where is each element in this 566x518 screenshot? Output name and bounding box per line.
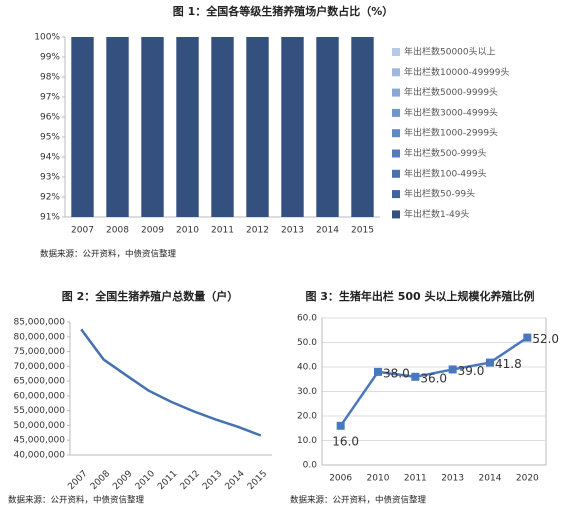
- chart-title: 图 1：全国各等级生猪养殖场户数占比（%）: [173, 4, 394, 18]
- y-tick-label: 92%: [40, 193, 60, 203]
- y-tick-label: 65,000,000: [13, 377, 65, 387]
- chart-title: 图 2：全国生猪养殖户总数量（户）: [62, 289, 238, 303]
- bar-segment: [211, 37, 234, 217]
- bar-segment: [106, 37, 129, 217]
- x-tick-label: 2013: [441, 474, 464, 484]
- x-tick-label: 2010: [176, 226, 199, 236]
- y-tick-label: 93%: [40, 173, 60, 183]
- x-tick-label: 2014: [224, 469, 247, 492]
- x-tick-label: 2020: [516, 474, 539, 484]
- y-tick-label: 30.0: [297, 387, 317, 397]
- x-tick-label: 2009: [141, 226, 164, 236]
- legend-label: 年出栏数5000-9999头: [404, 86, 498, 98]
- x-tick-label: 2007: [71, 226, 94, 236]
- bar-segment: [316, 37, 339, 217]
- bar-segment: [141, 37, 164, 217]
- y-tick-label: 94%: [40, 153, 60, 163]
- bar-segment: [281, 37, 304, 217]
- legend-swatch: [392, 88, 400, 97]
- y-tick-label: 45,000,000: [13, 436, 65, 446]
- legend-label: 年出栏数500-999头: [404, 147, 487, 159]
- y-tick-label: 98%: [40, 73, 60, 83]
- legend-swatch: [392, 210, 400, 219]
- y-tick-label: 40,000,000: [13, 451, 65, 461]
- x-tick-label: 2010: [134, 469, 157, 492]
- data-label: 41.8: [495, 357, 522, 371]
- y-tick-label: 10.0: [297, 436, 317, 446]
- y-tick-label: 91%: [40, 213, 60, 223]
- bar-segment: [176, 37, 199, 217]
- x-tick-label: 2013: [281, 226, 304, 236]
- y-tick-label: 95%: [40, 133, 60, 143]
- marker: [448, 365, 457, 374]
- x-tick-label: 2008: [106, 226, 129, 236]
- y-tick-label: 97%: [40, 93, 60, 103]
- data-label: 39.0: [458, 364, 485, 378]
- x-tick-label: 2015: [351, 226, 374, 236]
- x-tick-label: 2011: [404, 474, 427, 484]
- y-tick-label: 55,000,000: [13, 406, 65, 416]
- x-tick-label: 2010: [367, 474, 390, 484]
- legend-swatch: [392, 169, 400, 178]
- marker: [336, 421, 345, 430]
- x-tick-label: 2009: [111, 469, 134, 492]
- data-label: 38.0: [383, 366, 410, 380]
- legend-label: 年出栏数10000-49999头: [404, 66, 510, 78]
- legend-swatch: [392, 129, 400, 138]
- y-tick-label: 100%: [34, 33, 60, 43]
- y-tick-label: 50,000,000: [13, 421, 65, 431]
- y-tick-label: 0.0: [303, 461, 318, 471]
- y-tick-label: 80,000,000: [13, 332, 65, 342]
- marker: [374, 367, 382, 376]
- legend-swatch: [392, 149, 400, 158]
- x-tick-label: 2012: [246, 226, 269, 236]
- x-tick-label: 2012: [179, 469, 202, 492]
- legend-label: 年出栏数100-499头: [404, 167, 487, 179]
- x-tick-label: 2011: [156, 469, 179, 492]
- x-tick-label: 2007: [66, 469, 89, 492]
- source-note: 数据来源：公开资料，中债资信整理: [40, 249, 177, 260]
- y-tick-label: 60,000,000: [13, 391, 65, 401]
- legend-swatch: [392, 48, 400, 56]
- legend-swatch: [392, 190, 400, 199]
- y-tick-label: 60.0: [297, 314, 317, 324]
- legend-label: 年出栏数1-49头: [404, 208, 469, 220]
- bar-segment: [351, 37, 374, 217]
- data-label: 16.0: [332, 434, 359, 448]
- legend-label: 年出栏数50-99头: [404, 188, 475, 200]
- x-tick-label: 2015: [246, 469, 269, 492]
- y-tick-label: 96%: [40, 113, 60, 123]
- bar-segment: [71, 37, 94, 217]
- y-tick-label: 70,000,000: [13, 362, 65, 372]
- marker: [411, 372, 420, 381]
- data-label: 36.0: [420, 371, 447, 385]
- y-tick-label: 50.0: [297, 338, 317, 348]
- source-note: 数据来源：公开资料，中债资信整理: [290, 495, 427, 506]
- line: [339, 336, 529, 427]
- y-tick-label: 20.0: [297, 412, 317, 422]
- marker: [486, 358, 494, 367]
- legend-swatch: [392, 108, 400, 117]
- y-tick-label: 85,000,000: [13, 318, 65, 328]
- x-tick-label: 2011: [211, 226, 234, 236]
- x-tick-label: 2008: [89, 469, 112, 492]
- chart-title: 图 3：生猪年出栏 500 头以上规模化养殖比例: [305, 289, 534, 303]
- source-note: 数据来源：公开资料，中债资信整理: [8, 495, 145, 506]
- y-tick-label: 40.0: [297, 363, 317, 373]
- marker: [523, 333, 532, 342]
- x-tick-label: 2014: [479, 474, 502, 484]
- x-tick-label: 2014: [316, 226, 339, 236]
- line: [80, 328, 262, 437]
- bar-segment: [246, 37, 269, 217]
- legend-label: 年出栏数50000头以上: [404, 46, 496, 58]
- x-tick-label: 2006: [329, 474, 352, 484]
- data-label: 52.0: [532, 332, 559, 346]
- y-tick-label: 99%: [40, 53, 60, 63]
- legend-label: 年出栏数1000-2999头: [404, 127, 498, 139]
- legend-label: 年出栏数3000-4999头: [404, 106, 498, 118]
- x-tick-label: 2013: [201, 469, 224, 492]
- y-tick-label: 75,000,000: [13, 347, 65, 357]
- legend-swatch: [392, 68, 400, 77]
